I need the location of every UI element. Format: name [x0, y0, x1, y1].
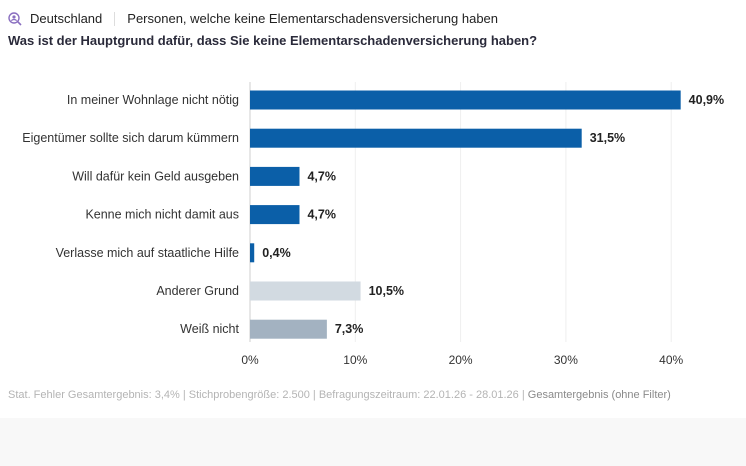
category-label: Verlasse mich auf staatliche Hilfe	[56, 246, 239, 260]
footer-filter: Gesamtergebnis (ohne Filter)	[527, 389, 671, 401]
category-label: In meiner Wohnlage nicht nötig	[67, 93, 239, 107]
x-tick-label: 30%	[554, 353, 578, 367]
data-label: 7,3%	[335, 322, 364, 336]
x-tick-label: 20%	[449, 353, 473, 367]
question-title: Was ist der Hauptgrund dafür, dass Sie k…	[8, 33, 538, 48]
data-label: 40,9%	[689, 93, 724, 107]
data-label: 0,4%	[262, 246, 291, 260]
segment-label[interactable]: Personen, welche keine Elementarschadens…	[127, 11, 499, 26]
bar	[250, 90, 681, 110]
data-label: 31,5%	[590, 131, 625, 145]
region-label[interactable]: Deutschland	[30, 11, 103, 26]
search-person-icon	[8, 11, 22, 26]
bar	[250, 281, 361, 301]
bar	[250, 319, 327, 339]
category-label: Weiß nicht	[180, 322, 239, 336]
bar	[250, 128, 582, 148]
header: Deutschland Personen, welche keine Eleme…	[8, 11, 498, 26]
x-tick-label: 0%	[241, 353, 259, 367]
x-tick-label: 10%	[343, 353, 367, 367]
bar	[250, 205, 300, 225]
data-label: 4,7%	[307, 208, 336, 222]
footer-stats: Stat. Fehler Gesamtergebnis: 3,4% | Stic…	[8, 389, 528, 401]
data-label: 4,7%	[307, 169, 336, 183]
category-label: Anderer Grund	[156, 284, 239, 298]
category-label: Kenne mich nicht damit aus	[85, 208, 239, 222]
data-label: 10,5%	[369, 284, 404, 298]
bar	[250, 166, 300, 186]
bottom-panel	[0, 418, 746, 466]
category-label: Will dafür kein Geld ausgeben	[72, 169, 239, 183]
category-label: Eigentümer sollte sich darum kümmern	[22, 131, 239, 145]
divider	[114, 11, 116, 26]
x-tick-label: 40%	[659, 353, 683, 367]
footer-meta: Stat. Fehler Gesamtergebnis: 3,4% | Stic…	[8, 389, 671, 401]
bar	[250, 243, 255, 263]
bar-chart: 0% 10% 20% 30% 40% In meiner Wohnlage nicht n…	[22, 82, 724, 367]
